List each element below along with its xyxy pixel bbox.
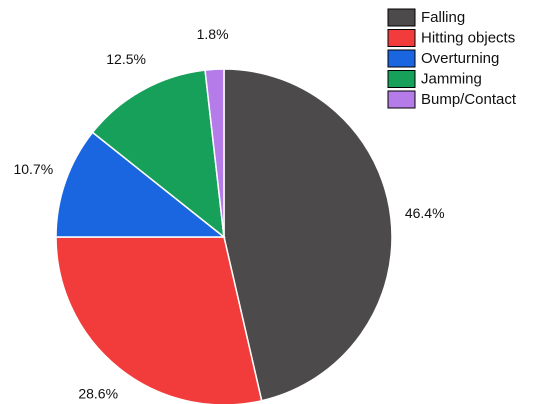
pie-slice (223, 68, 393, 402)
legend-swatch (387, 29, 416, 47)
pie-slice (55, 131, 227, 238)
legend-swatch (387, 49, 416, 68)
pie-slice (55, 236, 263, 404)
legend-swatch (387, 90, 416, 109)
legend-swatch (387, 70, 416, 88)
slice-label: 10.7% (13, 161, 53, 177)
legend-label: Jamming (421, 70, 482, 87)
legend-label: Falling (421, 9, 465, 26)
pie-slice (204, 68, 225, 238)
slice-label: 1.8% (197, 26, 229, 42)
pie-slice (91, 69, 225, 239)
legend-label: Bump/Contact (421, 91, 517, 108)
slice-label: 12.5% (106, 51, 146, 67)
slice-label: 28.6% (78, 386, 118, 402)
legend-label: Hitting objects (421, 29, 515, 46)
slice-label: 46.4% (405, 205, 445, 221)
legend-label: Overturning (421, 50, 499, 67)
legend-swatch (387, 8, 416, 27)
